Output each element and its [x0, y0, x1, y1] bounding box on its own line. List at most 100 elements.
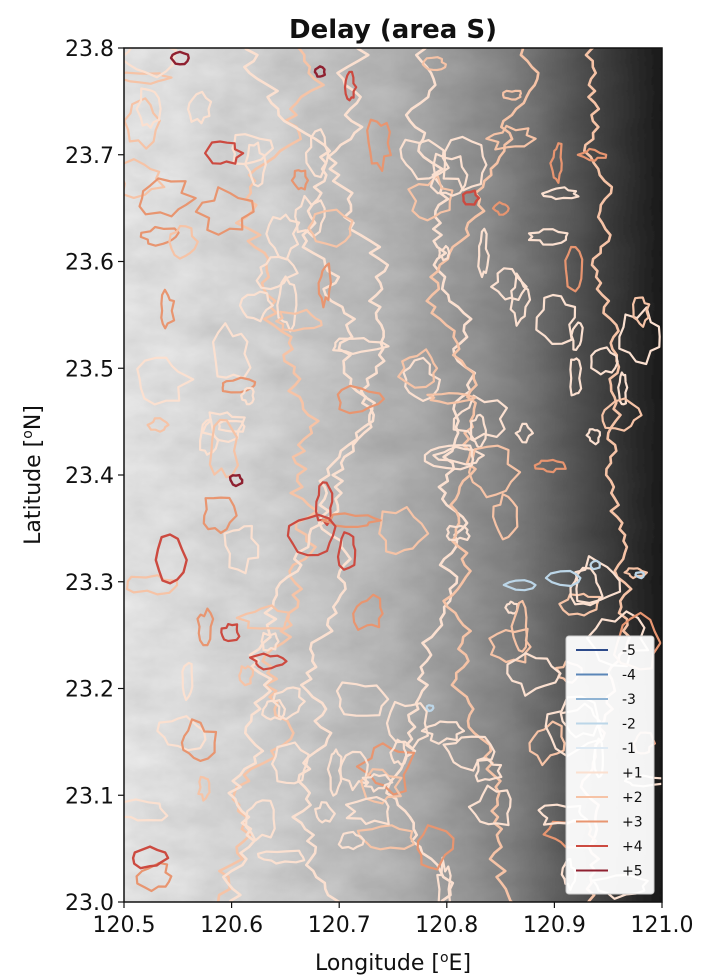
contour-loop — [564, 245, 584, 293]
contour-loop — [570, 321, 584, 351]
legend-label: -4 — [622, 668, 636, 684]
contour-loop — [345, 796, 390, 826]
contour-loop — [260, 631, 280, 652]
contour-loop — [492, 493, 519, 541]
contour-loop — [290, 169, 309, 191]
contour-loop — [366, 118, 392, 172]
contour-loop — [468, 444, 522, 499]
contour-loop — [569, 566, 604, 607]
contour-loop — [181, 661, 194, 702]
y-tick-label: 23.2 — [65, 678, 114, 703]
contour-loop — [491, 201, 510, 216]
contour-loop — [442, 135, 488, 192]
contour-loop — [231, 133, 274, 166]
legend-label: -1 — [622, 741, 636, 757]
x-tick-label: 120.9 — [523, 913, 586, 938]
contour-loop — [423, 444, 475, 471]
x-tick-label: 120.7 — [308, 913, 371, 938]
contour-loop — [569, 357, 583, 397]
contour-loop — [201, 411, 246, 443]
contour-loop — [436, 856, 452, 902]
contour-peak — [228, 473, 244, 488]
y-tick-label: 23.4 — [65, 464, 114, 489]
contour-loop — [407, 174, 454, 222]
contour-loop — [314, 481, 334, 527]
contour-loop — [402, 356, 441, 402]
contour-loop — [504, 600, 519, 615]
contour-peak — [313, 65, 326, 78]
contour-loop — [343, 70, 358, 102]
contour-loop — [146, 417, 170, 433]
y-tick-label: 23.1 — [65, 784, 114, 809]
contour-loop — [617, 371, 629, 406]
contour-loop — [477, 227, 490, 279]
contour-loop — [332, 337, 390, 355]
x-axis-label: Longitude [oE] — [315, 950, 471, 976]
contour-loop — [533, 458, 567, 474]
contour-loop — [238, 290, 274, 323]
contour-loop — [502, 89, 522, 101]
contour-loop — [488, 627, 532, 664]
contour-loop — [590, 346, 619, 376]
contour-negative — [589, 559, 601, 571]
legend-label: +2 — [622, 790, 643, 806]
x-tick-label: 120.8 — [415, 913, 478, 938]
y-tick-label: 23.7 — [65, 144, 114, 169]
contour-loop — [378, 506, 430, 556]
contour-loop — [470, 413, 487, 449]
contour-loop — [156, 715, 207, 752]
contour-negative — [502, 579, 537, 592]
contour-loop — [138, 177, 197, 218]
contour-loop — [220, 623, 241, 643]
contour-loop — [426, 392, 477, 405]
contour-loop — [314, 801, 336, 824]
contour-loop — [238, 665, 255, 687]
contour-loop — [317, 262, 332, 309]
contour-loop — [335, 681, 390, 717]
contour-peak — [154, 533, 188, 585]
legend-label: +1 — [622, 766, 643, 782]
contour-loop — [249, 652, 288, 671]
contour-loop — [485, 124, 537, 151]
contour-loop — [261, 699, 286, 721]
contour-loop — [509, 272, 532, 327]
contour-loop — [135, 87, 162, 129]
contour-lines — [124, 48, 662, 902]
legend-label: +5 — [622, 864, 643, 880]
contour-loop — [235, 604, 291, 630]
contour-loop — [265, 213, 301, 261]
contour-loop — [124, 798, 169, 822]
contour-loop — [196, 607, 215, 647]
contour-loop — [528, 720, 566, 767]
contour-loop — [194, 186, 255, 236]
contour-loop — [276, 275, 298, 333]
contour-loop — [240, 387, 255, 406]
contour-loop — [506, 652, 562, 697]
legend: -5 -4 -3 -2 -1 +1 +2 +3 +4 +5 — [565, 635, 655, 895]
contour-loop — [420, 720, 466, 745]
contour-peak — [131, 845, 170, 870]
contour-loop — [271, 741, 310, 785]
contour-loop — [549, 142, 563, 184]
contour-loop — [168, 224, 199, 260]
contour-loop — [135, 861, 173, 893]
contour-negative — [544, 569, 582, 588]
contour-loop — [399, 138, 450, 181]
contour-loop — [136, 356, 195, 406]
contour-line — [217, 48, 325, 902]
contour-loop — [416, 824, 455, 871]
contour-loop — [385, 700, 429, 750]
contour-loop — [574, 555, 622, 604]
y-axis-label: Latitude [oN] — [20, 405, 46, 545]
contour-line — [222, 48, 374, 902]
contour-loop — [338, 750, 369, 792]
contour-loop — [467, 784, 512, 827]
contour-loop — [139, 225, 180, 247]
x-tick-label: 120.5 — [93, 913, 156, 938]
contour-loop — [514, 422, 534, 444]
contour-loop — [245, 799, 276, 842]
contour-loop — [360, 768, 403, 805]
contour-loop — [223, 524, 260, 575]
plot-area — [124, 48, 662, 902]
y-tick-label: 23.8 — [65, 37, 114, 62]
